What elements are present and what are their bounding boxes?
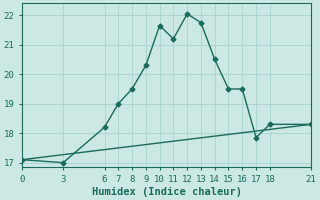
X-axis label: Humidex (Indice chaleur): Humidex (Indice chaleur)	[92, 186, 242, 197]
